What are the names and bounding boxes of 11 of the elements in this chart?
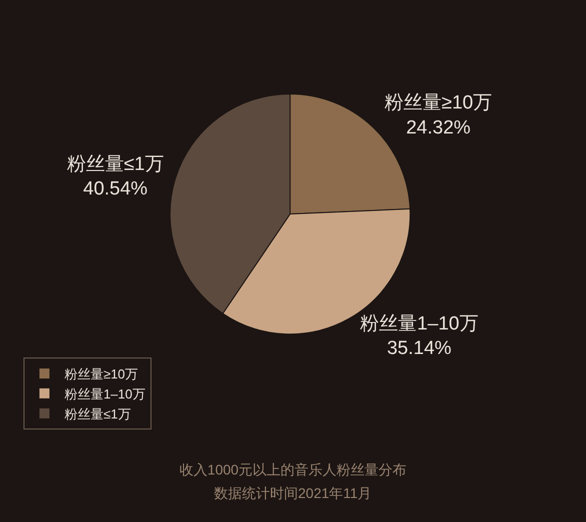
legend-label: 粉丝量1–10万 (64, 386, 146, 402)
data-label: 24.32% (406, 117, 471, 138)
data-label: 40.54% (83, 178, 148, 200)
text: 收入1000元以上的音乐人粉丝量分布 (179, 462, 407, 478)
slice-label: 粉丝量1–10万 (360, 313, 478, 334)
data-label: 35.14% (386, 338, 452, 360)
text: 数据统计时间2021年11月 (214, 485, 372, 501)
legend-label: 粉丝量≥10万 (64, 366, 138, 382)
slice-label: 粉丝量≥10万 (384, 92, 492, 114)
slice-label: 粉丝量≤1万 (66, 154, 164, 176)
legend-label: 粉丝量≤1万 (64, 406, 131, 422)
